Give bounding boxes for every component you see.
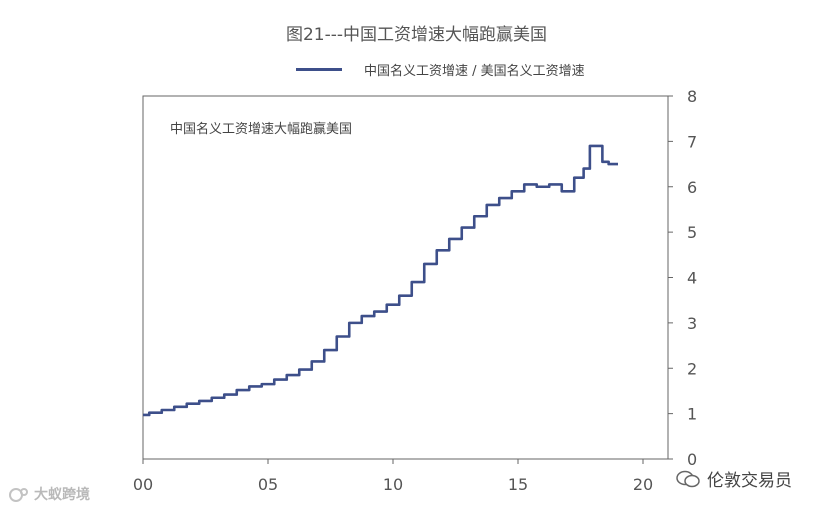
legend: 中国名义工资增速 / 美国名义工资增速 [296, 60, 585, 79]
watermark-right-text: 伦敦交易员 [707, 471, 792, 491]
x-tick-label: 00 [133, 475, 153, 494]
y-tick-label: 8 [687, 87, 697, 106]
y-tick-label: 5 [687, 223, 697, 242]
y-tick-label: 6 [687, 178, 697, 197]
x-tick-label: 20 [633, 475, 653, 494]
x-tick-label: 10 [383, 475, 403, 494]
y-tick-label: 7 [687, 132, 697, 151]
watermark-left-text: 大蚁跨境 [34, 487, 90, 503]
chart-annotation: 中国名义工资增速大幅跑赢美国 [170, 122, 353, 137]
legend-label: 中国名义工资增速 / 美国名义工资增速 [364, 64, 585, 79]
y-tick-label: 4 [687, 269, 697, 288]
y-tick-label: 2 [687, 359, 697, 378]
legend-swatch [296, 68, 342, 71]
x-tick-label: 15 [508, 475, 528, 494]
wechat-icon [676, 470, 700, 487]
y-tick-label: 0 [687, 450, 697, 469]
watermark-left: 大蚁跨境 [8, 484, 90, 504]
x-tick-label: 05 [258, 475, 278, 494]
y-tick-label: 1 [687, 405, 697, 424]
chart-title: 图21---中国工资增速大幅跑赢美国 [285, 25, 548, 45]
y-tick-label: 3 [687, 314, 697, 333]
watermark-right: 伦敦交易员 [675, 466, 792, 491]
series-line [143, 144, 618, 417]
brand-logo-icon [9, 488, 28, 502]
